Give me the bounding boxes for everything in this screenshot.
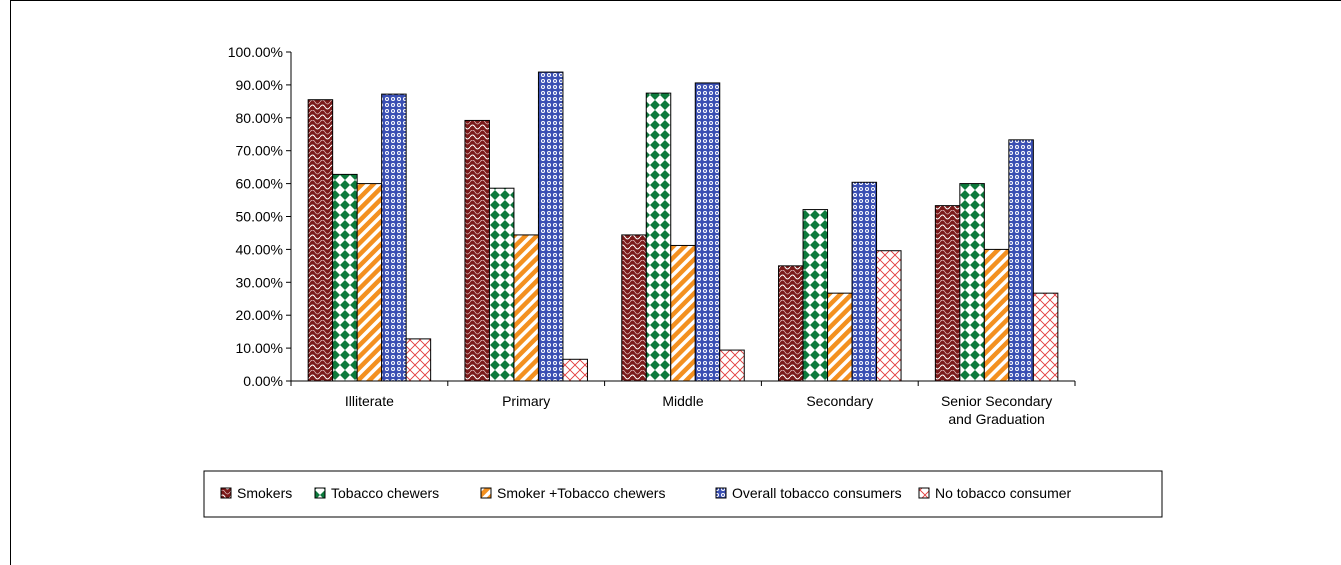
legend: Smokers Tobacco chewers Smoker +Tobacco ch… [203, 470, 1163, 518]
y-tick-label: 80.00% [236, 110, 283, 126]
bar-smokers [307, 99, 334, 382]
legend-swatch [314, 487, 326, 499]
bar-overall-tobacco-consumers [694, 82, 721, 382]
bar-overall-tobacco-consumers [851, 181, 878, 382]
legend-label: Smoker +Tobacco chewers [497, 485, 665, 501]
bar-tobacco-chewers [332, 173, 358, 382]
bar-smoker-tobacco-chewers [983, 248, 1010, 382]
bar-smoker-tobacco-chewers [827, 292, 853, 382]
y-tick-label: 20.00% [236, 307, 283, 323]
bar-smoker-tobacco-chewers [513, 234, 539, 382]
x-tick-label: Senior Secondary and Graduation [941, 393, 1052, 427]
bar-overall-tobacco-consumers [1008, 139, 1034, 382]
x-tick-label: Secondary [806, 393, 873, 409]
bar-smoker-tobacco-chewers [356, 183, 383, 382]
bar-overall-tobacco-consumers [381, 93, 407, 382]
bar-tobacco-chewers [802, 209, 829, 382]
y-tick-label: 40.00% [236, 241, 283, 257]
y-tick-label: 50.00% [236, 209, 283, 225]
y-tick-label: 10.00% [236, 340, 283, 356]
x-tick-label: Middle [662, 393, 703, 409]
bar-tobacco-chewers [645, 92, 672, 382]
bar-smokers [778, 265, 804, 382]
bar-no-tobacco-consumer [562, 358, 588, 382]
bar-smokers [621, 234, 647, 382]
bar-tobacco-chewers [488, 187, 515, 382]
bar-no-tobacco-consumer [876, 250, 902, 382]
x-tick-label: Illiterate [345, 393, 394, 409]
legend-label: Tobacco chewers [331, 485, 439, 501]
legend-label: No tobacco consumer [935, 485, 1072, 501]
plot-area: 0.00% 10.00% 20.00% 30.00% 40.00% 50.00% 60.00… [228, 44, 1076, 427]
bar-smokers [464, 119, 490, 382]
y-tick-label: 70.00% [236, 143, 283, 159]
legend-swatch [480, 487, 492, 499]
y-tick-label: 0.00% [243, 373, 283, 389]
bar-overall-tobacco-consumers [537, 71, 564, 382]
y-tick-label: 100.00% [228, 44, 283, 60]
bar-smokers [934, 205, 961, 382]
legend-swatch [918, 487, 930, 499]
x-tick-label: Primary [502, 393, 550, 409]
bar-tobacco-chewers [959, 183, 985, 382]
y-tick-label: 60.00% [236, 176, 283, 192]
legend-swatch [715, 487, 727, 499]
bar-no-tobacco-consumer [719, 349, 745, 382]
legend-label: Smokers [237, 485, 292, 501]
legend-box [203, 470, 1163, 518]
bar-no-tobacco-consumer [1032, 292, 1059, 382]
legend-swatch [220, 487, 232, 499]
bar-no-tobacco-consumer [405, 338, 432, 382]
legend-label: Overall tobacco consumers [732, 485, 902, 501]
bar-smoker-tobacco-chewers [670, 244, 696, 382]
y-tick-label: 30.00% [236, 274, 283, 290]
y-tick-label: 90.00% [236, 77, 283, 93]
